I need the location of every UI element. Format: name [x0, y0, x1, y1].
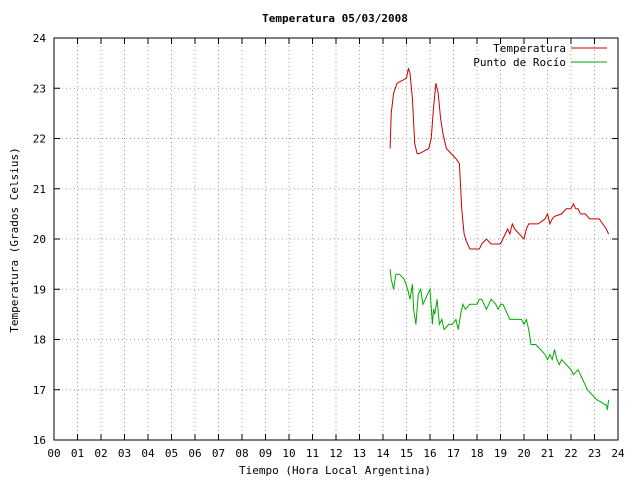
x-tick-label: 09: [259, 447, 272, 460]
axis-ticks: 00 01 02 03 04 05 06 07 08 09 10 11 12 13 14 15 16 17 18 19…: [33, 32, 625, 460]
x-tick-label: 13: [353, 447, 366, 460]
x-tick-label: 16: [423, 447, 436, 460]
x-tick-label: 12: [329, 447, 342, 460]
y-axis-label: Temperatura (Grados Celsius): [8, 147, 21, 332]
x-tick-label: 07: [212, 447, 225, 460]
series-line-2: [389, 269, 610, 410]
x-tick-label: 21: [541, 447, 554, 460]
legend-label-2: Punto de Rocío: [473, 56, 566, 69]
x-tick-label: 05: [165, 447, 178, 460]
x-tick-label: 11: [306, 447, 319, 460]
series-line-1: [389, 68, 610, 250]
x-tick-label: 10: [282, 447, 295, 460]
y-tick-label: 24: [33, 32, 47, 45]
y-tick-label: 23: [33, 82, 46, 95]
y-tick-label: 20: [33, 233, 46, 246]
y-tick-label: 18: [33, 334, 46, 347]
x-tick-label: 19: [494, 447, 507, 460]
grid-lines: [54, 38, 618, 440]
x-tick-label: 06: [188, 447, 201, 460]
y-tick-label: 19: [33, 283, 46, 296]
y-tick-label: 16: [33, 434, 46, 447]
y-tick-label: 21: [33, 183, 46, 196]
x-tick-label: 02: [94, 447, 107, 460]
x-tick-label: 03: [118, 447, 131, 460]
x-tick-label: 17: [447, 447, 460, 460]
x-tick-label: 15: [400, 447, 413, 460]
x-tick-label: 00: [47, 447, 60, 460]
x-tick-label: 04: [141, 447, 155, 460]
x-axis-label: Tiempo (Hora Local Argentina): [239, 464, 431, 477]
x-tick-label: 14: [376, 447, 390, 460]
x-tick-label: 08: [235, 447, 248, 460]
chart-title: Temperatura 05/03/2008: [262, 12, 408, 25]
x-tick-label: 18: [470, 447, 483, 460]
series-lines: [389, 68, 610, 410]
y-tick-label: 22: [33, 133, 46, 146]
x-tick-label: 20: [517, 447, 530, 460]
x-tick-label: 23: [588, 447, 601, 460]
legend-label-1: Temperatura: [493, 42, 566, 55]
x-tick-label: 01: [71, 447, 84, 460]
y-tick-label: 17: [33, 384, 46, 397]
x-tick-label: 22: [564, 447, 577, 460]
x-tick-label: 24: [611, 447, 625, 460]
